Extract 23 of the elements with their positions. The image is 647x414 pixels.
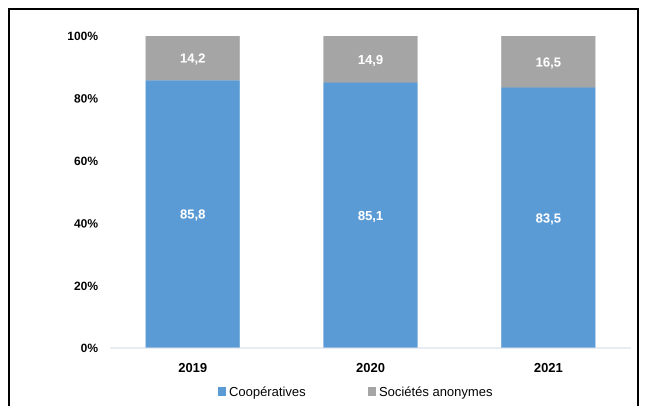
y-tick-label: 80%	[74, 92, 98, 106]
bar	[146, 36, 240, 80]
legend-label: Sociétés anonymes	[379, 384, 493, 399]
x-tick-label: 2020	[356, 360, 385, 375]
y-tick-label: 20%	[74, 278, 98, 293]
y-tick-label: 0%	[80, 341, 98, 356]
y-tick-label: 60%	[74, 154, 98, 168]
data-label: 83,5	[536, 210, 561, 226]
bar	[501, 87, 596, 348]
data-label: 14,9	[358, 52, 384, 67]
y-tick-label: 40%	[74, 216, 98, 230]
data-label: 85,1	[358, 208, 384, 223]
y-tick-label: 100%	[67, 29, 98, 44]
data-label: 85,8	[180, 206, 206, 222]
bar	[323, 82, 418, 348]
bar	[501, 36, 596, 88]
bar	[323, 36, 418, 82]
x-tick-label: 2019	[178, 360, 208, 375]
data-label: 14,2	[180, 50, 206, 66]
x-tick-label: 2021	[534, 360, 563, 375]
bar	[146, 80, 240, 348]
legend-label: Coopératives	[229, 384, 306, 399]
data-label: 16,5	[536, 54, 561, 70]
